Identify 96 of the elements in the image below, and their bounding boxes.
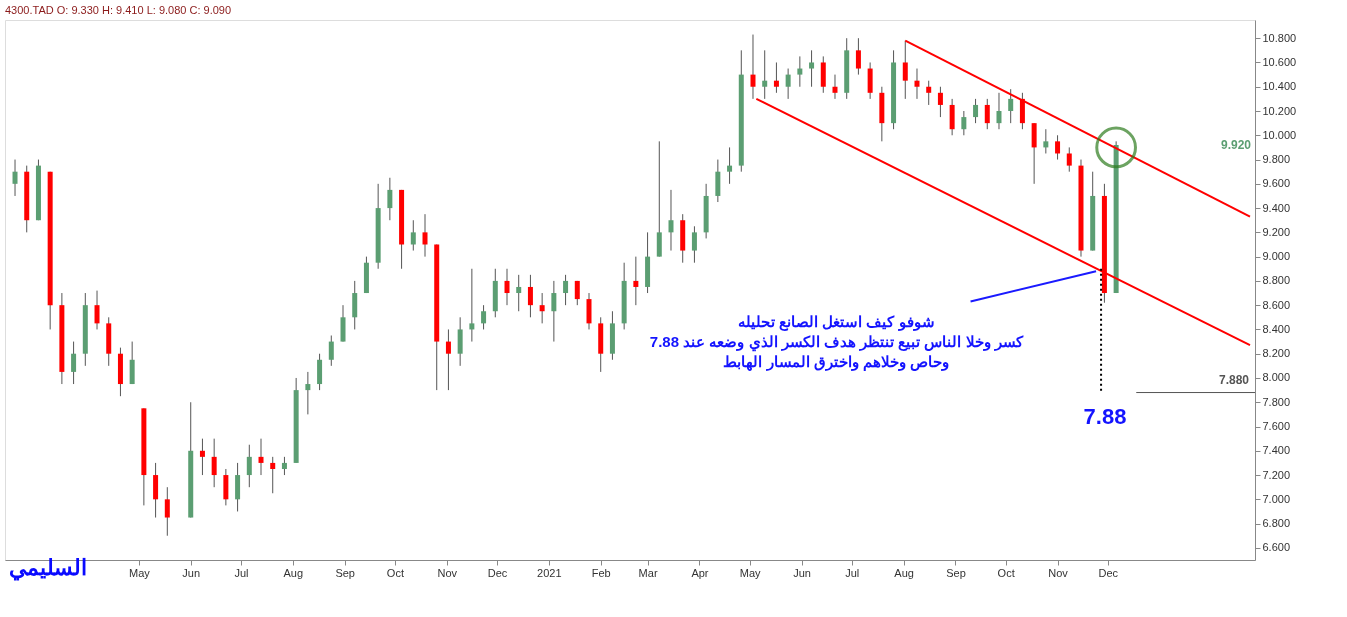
x-tick-label: Sep <box>335 566 355 579</box>
x-tick-label: Apr <box>691 566 709 579</box>
y-tick-label: 6.800 <box>1262 517 1291 530</box>
candlestick <box>785 68 791 100</box>
candlestick <box>937 86 943 118</box>
candlestick <box>961 110 967 136</box>
x-tick-label: May <box>128 566 151 579</box>
y-tick-label: 8.000 <box>1262 371 1291 384</box>
candlestick <box>270 456 276 494</box>
x-tick-label: Oct <box>997 566 1015 579</box>
candlestick <box>258 438 264 476</box>
y-tick-label: 6.600 <box>1262 541 1291 554</box>
x-tick-label: Nov <box>1048 566 1069 579</box>
candlestick <box>328 335 334 367</box>
candlestick <box>855 37 861 76</box>
candlestick <box>410 219 416 252</box>
candlestick <box>973 98 979 124</box>
x-tick-label: Jun <box>793 566 811 579</box>
candlestick <box>691 225 697 264</box>
candlestick <box>1008 88 1014 124</box>
candlestick <box>551 280 557 343</box>
candlestick <box>481 304 487 330</box>
x-tick-label: Dec <box>1098 566 1119 579</box>
y-tick-label: 10.600 <box>1262 55 1297 68</box>
candlestick <box>305 371 311 415</box>
annotation: 9.920 <box>1220 138 1252 153</box>
candlestick <box>750 34 756 100</box>
y-tick-label: 10.400 <box>1262 80 1297 93</box>
x-tick-label: Nov <box>437 566 458 579</box>
y-tick-label: 9.000 <box>1262 250 1291 263</box>
candlestick <box>246 444 252 488</box>
candlestick <box>504 268 510 306</box>
candlestick <box>984 98 990 130</box>
ref-line-label: 7.880 <box>1218 372 1250 387</box>
x-tick-label: Oct <box>386 566 404 579</box>
candlestick <box>563 274 569 306</box>
y-tick-label: 8.600 <box>1262 298 1291 311</box>
candlestick <box>574 280 580 306</box>
y-tick-label: 10.200 <box>1262 104 1297 117</box>
candlestick <box>94 290 100 330</box>
y-tick-label: 7.000 <box>1262 492 1291 505</box>
candlestick <box>914 68 920 100</box>
candlestick <box>773 61 779 94</box>
candlestick <box>996 92 1002 130</box>
candlestick <box>281 456 287 476</box>
candlestick <box>1055 134 1061 161</box>
annotation: السليمي <box>9 555 87 581</box>
candlestick <box>1066 146 1072 173</box>
x-tick-label: Sep <box>946 566 966 579</box>
candlestick <box>762 49 768 100</box>
candlestick <box>1043 128 1049 154</box>
x-tick-label: Dec <box>487 566 508 579</box>
x-tick-label: Feb <box>591 566 611 579</box>
candlestick <box>71 341 77 385</box>
candlestick <box>539 292 545 324</box>
y-tick-label: 7.400 <box>1262 444 1291 457</box>
y-tick-label: 10.800 <box>1262 31 1297 44</box>
annotation: 7.88 <box>1083 403 1127 429</box>
x-tick-label: Jul <box>234 566 249 579</box>
candlestick <box>211 438 217 488</box>
x-tick-label: May <box>739 566 762 579</box>
candlestick <box>832 74 838 100</box>
x-tick-label: 2021 <box>537 566 562 579</box>
y-tick-label: 7.200 <box>1262 468 1291 481</box>
candlestick <box>445 328 451 391</box>
y-tick-label: 7.800 <box>1262 395 1291 408</box>
annotation: شوفو كيف استغل الصانع تحليله كسر وخلا الناس تبيع تنتظر هدف الكسر الذي وضعه عند 7.88 وحاص وخلاهم واخترق المسار الهابط <box>649 313 1024 372</box>
candlestick <box>516 274 522 312</box>
candlestick <box>12 159 18 197</box>
candlestick <box>633 256 639 306</box>
x-tick-label: Jul <box>845 566 860 579</box>
candlestick <box>926 80 932 106</box>
y-tick-label: 8.400 <box>1262 322 1291 335</box>
x-tick-label: Aug <box>894 566 914 579</box>
y-tick-label: 7.600 <box>1262 420 1291 433</box>
x-tick-label: Jun <box>182 566 201 579</box>
chart-title: 4300.TAD O: 9.330 H: 9.410 L: 9.080 C: 9.090 <box>5 4 232 16</box>
candlestick <box>469 268 475 343</box>
y-tick-label: 9.800 <box>1262 153 1291 166</box>
candlestick <box>727 146 733 185</box>
y-tick-label: 9.400 <box>1262 201 1291 214</box>
candlestick <box>668 189 674 252</box>
candlestick <box>164 486 170 537</box>
candlestick <box>387 177 393 221</box>
candlestick <box>422 213 428 258</box>
y-tick-label: 9.200 <box>1262 225 1291 238</box>
y-tick-label: 8.800 <box>1262 274 1291 287</box>
candlestick <box>527 274 533 318</box>
y-tick-label: 10.000 <box>1262 128 1297 141</box>
x-tick-label: Mar <box>638 566 658 579</box>
y-tick-label: 9.600 <box>1262 177 1291 190</box>
candlestick <box>199 438 205 476</box>
candlestick <box>809 49 815 88</box>
candlestick <box>797 55 803 88</box>
y-tick-label: 8.200 <box>1262 347 1291 360</box>
x-tick-label: Aug <box>283 566 304 579</box>
